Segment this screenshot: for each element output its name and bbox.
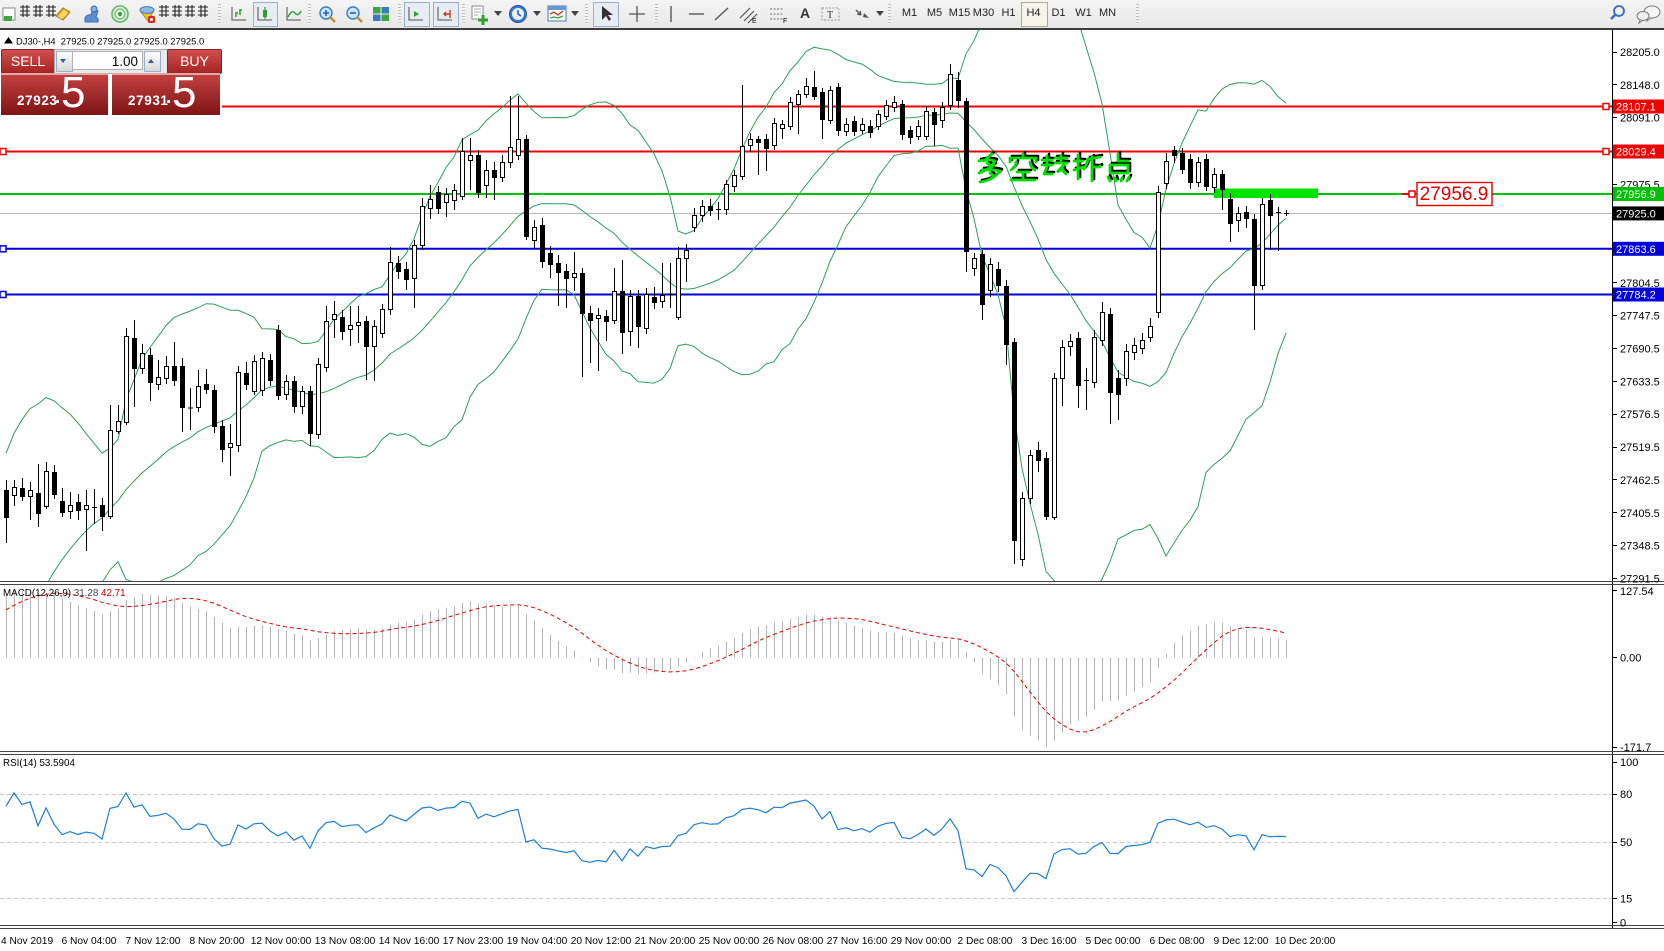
svg-text:4 Nov 2019: 4 Nov 2019 bbox=[1, 936, 53, 947]
svg-text:28148.0: 28148.0 bbox=[1620, 80, 1660, 92]
svg-text:9 Dec 12:00: 9 Dec 12:00 bbox=[1214, 936, 1269, 947]
svg-text:27747.5: 27747.5 bbox=[1620, 311, 1660, 323]
svg-text:8 Nov 20:00: 8 Nov 20:00 bbox=[190, 936, 245, 947]
svg-text:27784.2: 27784.2 bbox=[1616, 290, 1656, 302]
svg-text:2 Dec 08:00: 2 Dec 08:00 bbox=[958, 936, 1013, 947]
svg-text:19 Nov 04:00: 19 Nov 04:00 bbox=[507, 936, 568, 947]
svg-text:27291.5: 27291.5 bbox=[1620, 574, 1660, 586]
svg-text:17 Nov 23:00: 17 Nov 23:00 bbox=[443, 936, 504, 947]
svg-text:27863.6: 27863.6 bbox=[1616, 244, 1656, 256]
svg-text:0: 0 bbox=[1620, 918, 1626, 930]
svg-text:0.00: 0.00 bbox=[1620, 653, 1641, 665]
svg-text:25 Nov 00:00: 25 Nov 00:00 bbox=[699, 936, 760, 947]
svg-text:27 Nov 16:00: 27 Nov 16:00 bbox=[827, 936, 888, 947]
svg-text:6 Dec 08:00: 6 Dec 08:00 bbox=[1150, 936, 1205, 947]
svg-text:27519.5: 27519.5 bbox=[1620, 442, 1660, 454]
svg-text:27956.9: 27956.9 bbox=[1420, 184, 1489, 205]
svg-text:12 Nov 00:00: 12 Nov 00:00 bbox=[251, 936, 312, 947]
svg-text:26 Nov 08:00: 26 Nov 08:00 bbox=[763, 936, 824, 947]
svg-text:MACD(12,26,9) 31.28 42.71: MACD(12,26,9) 31.28 42.71 bbox=[3, 588, 126, 599]
svg-text:3 Dec 16:00: 3 Dec 16:00 bbox=[1022, 936, 1077, 947]
svg-text:27956.9: 27956.9 bbox=[1616, 189, 1656, 201]
svg-text:28107.1: 28107.1 bbox=[1616, 102, 1656, 114]
svg-text:27405.5: 27405.5 bbox=[1620, 508, 1660, 520]
svg-text:7 Nov 12:00: 7 Nov 12:00 bbox=[126, 936, 181, 947]
svg-text:127.54: 127.54 bbox=[1620, 586, 1654, 598]
svg-text:DJ30-,H4 27925.0 27925.0 2792: DJ30-,H4 27925.0 27925.0 27925.0 27925.0 bbox=[16, 36, 204, 47]
svg-text:29 Nov 00:00: 29 Nov 00:00 bbox=[891, 936, 952, 947]
svg-text:27633.5: 27633.5 bbox=[1620, 376, 1660, 388]
svg-text:-171.7: -171.7 bbox=[1620, 742, 1651, 754]
svg-text:13 Nov 08:00: 13 Nov 08:00 bbox=[315, 936, 376, 947]
svg-text:E: E bbox=[752, 18, 757, 24]
svg-text:21 Nov 20:00: 21 Nov 20:00 bbox=[635, 936, 696, 947]
svg-text:F: F bbox=[783, 18, 787, 24]
svg-text:27804.5: 27804.5 bbox=[1620, 278, 1660, 290]
svg-text:RSI(14) 53.5904: RSI(14) 53.5904 bbox=[3, 758, 75, 769]
svg-text:27462.5: 27462.5 bbox=[1620, 475, 1660, 487]
svg-text:5 Dec 00:00: 5 Dec 00:00 bbox=[1086, 936, 1141, 947]
svg-text:80: 80 bbox=[1620, 789, 1632, 801]
svg-text:28091.0: 28091.0 bbox=[1620, 113, 1660, 125]
svg-text:10 Dec 20:00: 10 Dec 20:00 bbox=[1275, 936, 1336, 947]
svg-text:27925.0: 27925.0 bbox=[1616, 208, 1656, 220]
svg-text:27690.5: 27690.5 bbox=[1620, 344, 1660, 356]
svg-text:6 Nov 04:00: 6 Nov 04:00 bbox=[62, 936, 117, 947]
svg-text:50: 50 bbox=[1620, 837, 1632, 849]
svg-text:27348.5: 27348.5 bbox=[1620, 541, 1660, 553]
svg-text:15: 15 bbox=[1620, 893, 1632, 905]
svg-text:20 Nov 12:00: 20 Nov 12:00 bbox=[571, 936, 632, 947]
svg-text:14 Nov 16:00: 14 Nov 16:00 bbox=[379, 936, 440, 947]
svg-text:28205.0: 28205.0 bbox=[1620, 47, 1660, 59]
svg-text:100: 100 bbox=[1620, 757, 1638, 769]
svg-text:27576.5: 27576.5 bbox=[1620, 409, 1660, 421]
svg-text:T: T bbox=[827, 10, 833, 21]
svg-text:28029.4: 28029.4 bbox=[1616, 147, 1656, 159]
